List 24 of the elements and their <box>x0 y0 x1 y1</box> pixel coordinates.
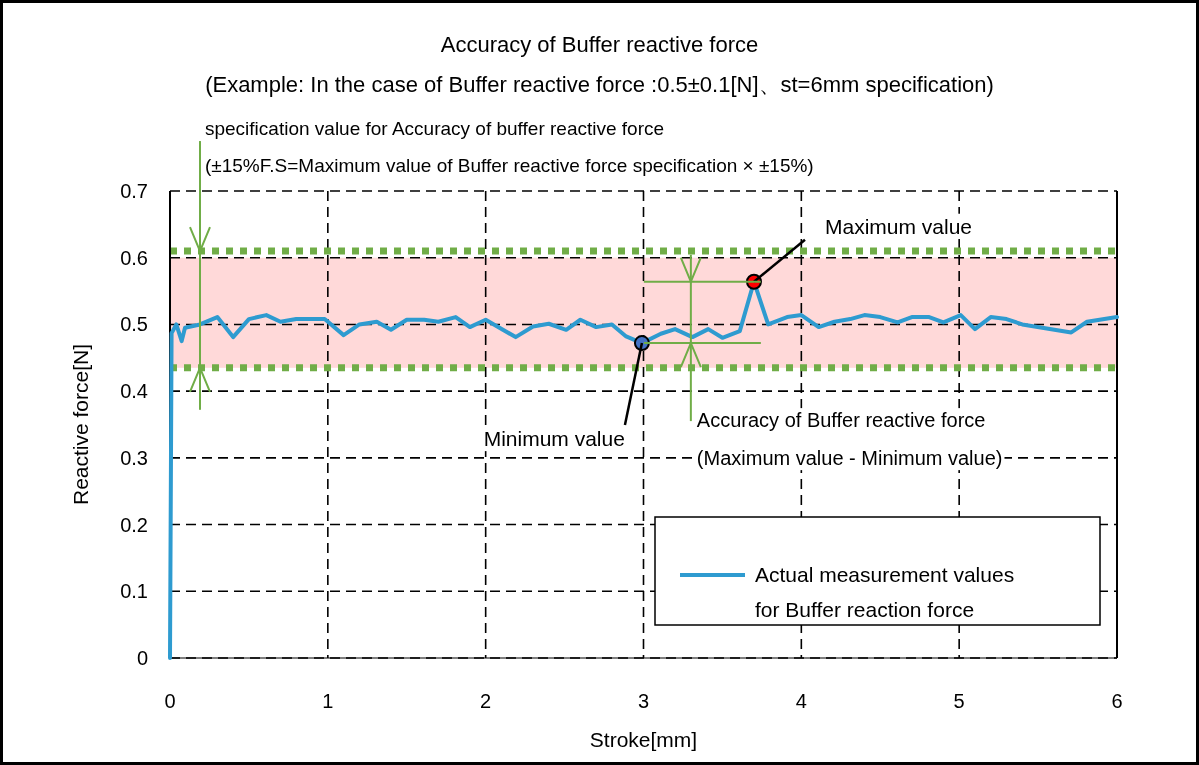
y-tick-label: 0.1 <box>120 580 148 603</box>
annotation: specification value for Accuracy of buffer reactive force (±15%F.S=Maximum value of Buffer reactive force specification × ±15%) <box>204 118 814 177</box>
y-tick-label: 0.5 <box>120 313 148 336</box>
annotation: Accuracy of Buffer reactive force (Maximum value - Minimum value) <box>696 409 1003 470</box>
x-tick-label: 4 <box>795 690 807 712</box>
y-tick-label: 0.6 <box>120 246 148 269</box>
chart-subtitle: (Example: In the case of Buffer reactive force :0.5±0.1[N]、st=6mm specification) <box>205 72 994 97</box>
x-tick-label: 3 <box>637 690 650 712</box>
annotation: Minimum value <box>483 427 625 451</box>
y-tick-label: 0.2 <box>120 513 148 536</box>
legend-label: Actual measurement values for Buffer reaction force <box>755 563 1015 621</box>
y-tick-label: 0.3 <box>120 446 148 469</box>
y-tick-label: 0 <box>136 647 148 669</box>
x-tick-label: 1 <box>322 690 334 712</box>
x-tick-label: 6 <box>1111 690 1123 712</box>
chart-title: Accuracy of Buffer reactive force <box>440 32 759 57</box>
y-axis-title: Reactive force[N] <box>69 343 92 506</box>
x-tick-label: 2 <box>480 690 492 712</box>
x-tick-label: 5 <box>953 690 965 712</box>
y-tick-label: 0.7 <box>120 180 148 202</box>
y-tick-label: 0.4 <box>120 380 148 403</box>
annotation: Maximum value <box>824 214 973 238</box>
x-axis-title: Stroke[mm] <box>589 728 698 751</box>
x-tick-label: 0 <box>164 690 176 712</box>
